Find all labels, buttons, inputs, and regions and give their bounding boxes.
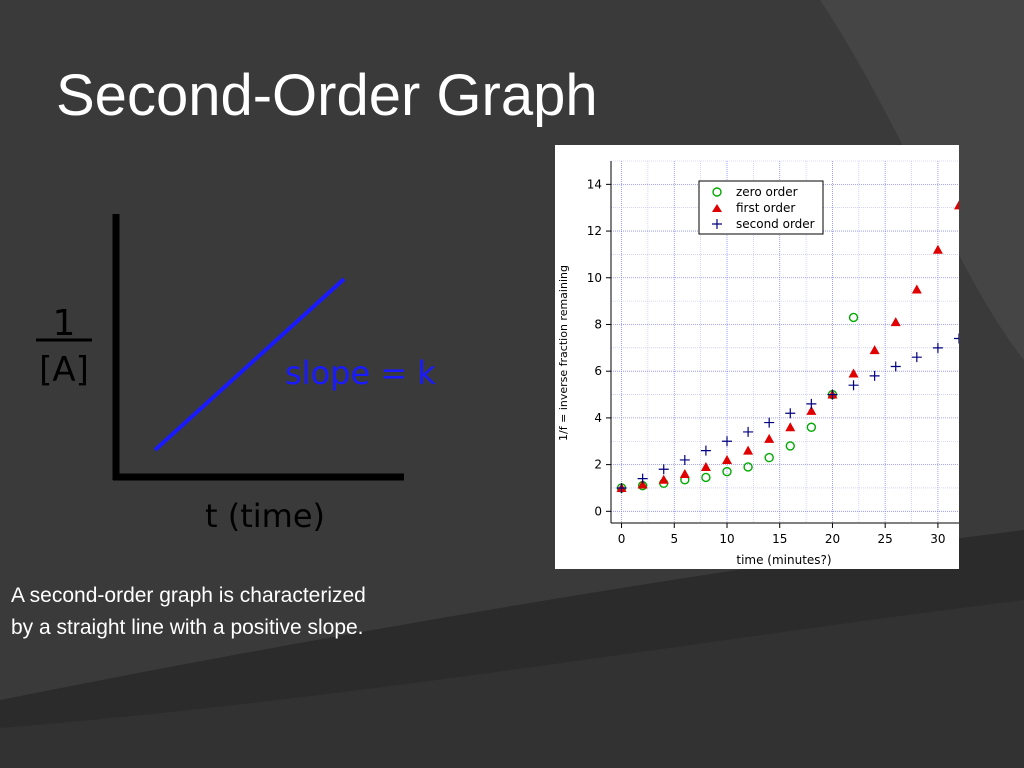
sketch-slope-line <box>153 277 346 452</box>
data-point-first-order <box>785 422 796 432</box>
data-point-second-order <box>679 454 690 465</box>
data-point-second-order <box>743 426 754 437</box>
background-swoosh-band <box>0 600 1024 768</box>
legend-entry-first-order: first order <box>712 201 795 215</box>
y-tick-label: 6 <box>594 364 602 378</box>
x-tick-label: 30 <box>930 532 945 546</box>
x-axis-title: time (minutes?) <box>736 553 831 567</box>
sketch-y-label-denominator: [A] <box>39 350 89 390</box>
x-tick-label: 15 <box>772 532 787 546</box>
series-first-order <box>616 200 964 492</box>
data-point-second-order <box>869 370 880 381</box>
data-point-first-order <box>848 368 859 378</box>
x-tick-label: 0 <box>618 532 626 546</box>
data-point-zero-order <box>743 462 753 472</box>
data-point-first-order <box>869 345 880 355</box>
x-tick-label: 20 <box>825 532 840 546</box>
data-point-first-order <box>700 461 711 471</box>
y-tick-label: 10 <box>587 271 602 285</box>
data-point-second-order <box>637 473 648 484</box>
x-tick-label: 10 <box>719 532 734 546</box>
data-point-first-order <box>743 445 754 455</box>
y-tick-label: 14 <box>587 177 602 191</box>
data-point-second-order <box>722 436 732 447</box>
caption-line-2: by a straight line with a positive slope… <box>11 616 364 639</box>
x-tick-label: 25 <box>878 532 893 546</box>
data-point-first-order <box>911 284 922 294</box>
data-point-second-order <box>827 389 838 400</box>
legend-label-first-order: first order <box>736 201 795 215</box>
data-point-zero-order <box>806 422 817 432</box>
data-point-second-order <box>616 482 627 493</box>
data-point-first-order <box>722 454 732 464</box>
data-point-second-order <box>932 342 943 353</box>
data-point-second-order <box>954 333 964 344</box>
slide-caption: A second-order graph is characterized by… <box>11 580 461 644</box>
chart-axes: 0 5 10 15 20 25 30 0 2 4 6 8 10 12 14 <box>587 161 959 546</box>
data-point-second-order <box>785 408 796 419</box>
y-tick-label: 0 <box>594 504 602 518</box>
legend-entry-zero-order: zero order <box>712 185 798 199</box>
y-tick-label: 12 <box>587 224 602 238</box>
data-point-second-order <box>848 380 859 391</box>
y-axis-title: 1/f = inverse fraction remaining <box>557 265 570 441</box>
data-point-second-order <box>911 352 922 363</box>
legend-marker-zero-order <box>712 187 722 197</box>
legend-box <box>698 180 824 235</box>
legend-label-zero-order: zero order <box>736 185 798 199</box>
x-tick-label: 5 <box>670 532 678 546</box>
chart-marks <box>616 200 964 493</box>
data-point-zero-order <box>764 452 774 463</box>
series-zero-order <box>616 312 859 493</box>
data-point-zero-order <box>722 466 732 477</box>
data-point-zero-order <box>785 441 795 451</box>
data-point-second-order <box>890 361 901 372</box>
y-tick-label: 4 <box>594 411 602 425</box>
chart-panel: 0 5 10 15 20 25 30 0 2 4 6 8 10 12 14 time (minutes?) … <box>555 145 964 569</box>
data-point-zero-order <box>701 472 711 483</box>
legend-marker-second-order <box>712 219 722 229</box>
sketch-y-label-numerator: 1 <box>53 303 76 344</box>
series-second-order <box>616 333 964 493</box>
data-point-first-order <box>679 468 690 478</box>
legend-label-second-order: second order <box>736 217 815 231</box>
data-point-first-order <box>658 474 669 484</box>
data-point-first-order <box>932 244 943 254</box>
data-point-second-order <box>764 417 775 428</box>
legend-marker-first-order <box>712 204 722 212</box>
caption-line-1: A second-order graph is characterized <box>11 584 366 607</box>
data-point-second-order <box>806 398 817 409</box>
data-point-first-order <box>806 405 817 415</box>
y-tick-label: 8 <box>594 317 602 331</box>
sketch-slope-label: slope = k <box>285 354 436 392</box>
slide-title: Second-Order Graph <box>56 63 598 128</box>
data-point-first-order <box>764 433 775 443</box>
y-tick-label: 2 <box>594 458 602 472</box>
data-point-first-order <box>637 479 648 489</box>
chart-legend: zero order first order second order <box>698 180 824 235</box>
legend-entry-second-order: second order <box>712 217 815 231</box>
second-order-sketch: 1 [A] slope = k t (time) <box>36 214 436 535</box>
data-point-first-order <box>890 317 901 327</box>
data-point-zero-order <box>848 312 859 323</box>
sketch-x-label: t (time) <box>205 497 325 535</box>
data-point-first-order <box>954 200 964 210</box>
data-point-second-order <box>700 445 711 456</box>
data-point-second-order <box>658 464 669 475</box>
